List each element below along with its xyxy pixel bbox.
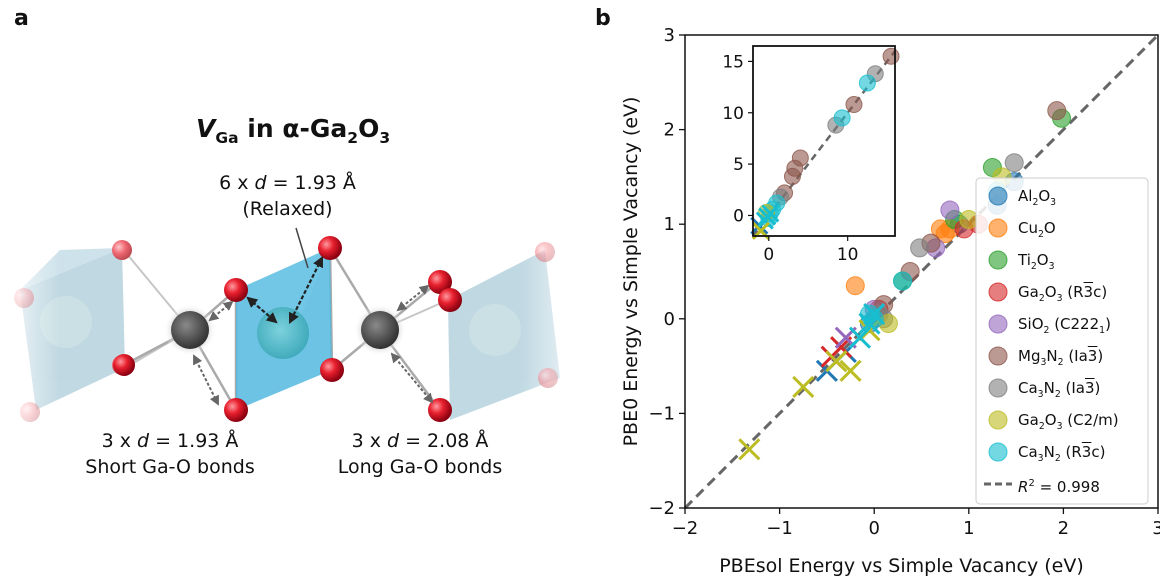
data-point bbox=[940, 200, 960, 220]
inset-y-tick-label: 15 bbox=[722, 52, 744, 72]
panel-b-letter: b bbox=[595, 6, 611, 31]
data-cross bbox=[738, 438, 761, 461]
legend-label: Ti2O3 bbox=[1018, 251, 1055, 272]
x-tick-label: 1 bbox=[963, 518, 974, 539]
legend-marker bbox=[988, 378, 1008, 398]
legend-label: Mg3N2 (Ia3) bbox=[1018, 347, 1104, 368]
panel-a-letter: a bbox=[14, 6, 29, 31]
legend-entry: Ca3N2 (R3c) bbox=[1018, 443, 1106, 464]
label-leader-line bbox=[295, 227, 309, 269]
y-tick-label: −1 bbox=[648, 403, 675, 424]
data-cross bbox=[839, 359, 862, 382]
x-tick-label: 0 bbox=[868, 518, 879, 539]
legend-label: Ca3N2 (Ia3) bbox=[1018, 379, 1101, 400]
legend-entry: Ga2O3 (R3c) bbox=[1018, 283, 1108, 304]
relaxed-label: 6 x d = 1.93 Å (Relaxed) bbox=[219, 172, 356, 220]
legend-label: Ga2O3 (R3c) bbox=[1018, 283, 1108, 304]
vga-title: VGa in α-Ga2O3 bbox=[196, 114, 391, 147]
legend-label: Ca3N2 (R3c) bbox=[1018, 443, 1106, 464]
inset-y-tick-label: 10 bbox=[722, 104, 744, 124]
x-tick-label: 3 bbox=[1152, 518, 1160, 539]
relaxed-distance-arrows bbox=[246, 256, 323, 324]
legend-entry-fit: R2 = 0.998 bbox=[1018, 478, 1100, 496]
ga-atom-left bbox=[171, 311, 209, 349]
crystal-structure-illustration bbox=[0, 227, 590, 430]
long-bonds-label: 3 x d = 2.08 Å Long Ga-O bonds bbox=[337, 430, 503, 478]
data-cross bbox=[863, 303, 886, 326]
legend-label: Cu2O bbox=[1018, 219, 1056, 240]
o-atom bbox=[113, 354, 135, 376]
o-atom bbox=[428, 270, 452, 294]
short-bonds-label: 3 x d = 1.93 Å Short Ga-O bonds bbox=[85, 430, 255, 478]
bond-distance-arrows bbox=[193, 284, 434, 406]
inset-data-point bbox=[783, 167, 801, 185]
legend-entry: SiO2 (C2221) bbox=[1018, 315, 1111, 336]
legend-marker bbox=[988, 442, 1008, 462]
inset-x-tick-label: 10 bbox=[837, 245, 859, 265]
data-point bbox=[910, 238, 930, 258]
legend-entry: Mg3N2 (Ia3) bbox=[1018, 347, 1104, 368]
ga-atom-right bbox=[361, 311, 399, 349]
inset-data-point bbox=[882, 47, 900, 65]
data-point bbox=[959, 209, 979, 229]
legend-marker bbox=[988, 282, 1008, 302]
inset-y-tick-label: 5 bbox=[733, 155, 744, 175]
data-cross bbox=[848, 326, 872, 349]
y-tick-label: −2 bbox=[648, 498, 675, 519]
data-point bbox=[1047, 101, 1067, 121]
legend-label: Al2O3 bbox=[1018, 187, 1057, 208]
inset-y-tick-label: 0 bbox=[733, 206, 744, 226]
legend-entry: Cu2O bbox=[1018, 219, 1056, 240]
inset-data-point bbox=[845, 96, 863, 114]
legend-marker bbox=[988, 186, 1008, 206]
o-atom bbox=[320, 358, 344, 382]
legend-marker bbox=[988, 410, 1008, 430]
x-tick-label: −1 bbox=[766, 518, 793, 539]
y-tick-label: 0 bbox=[664, 309, 675, 330]
fade-overlay bbox=[0, 230, 60, 430]
data-point bbox=[1004, 153, 1024, 173]
legend-entry: Ca3N2 (Ia3) bbox=[1018, 379, 1101, 400]
o-atom bbox=[224, 398, 248, 422]
legend-entry: Al2O3 bbox=[1018, 187, 1057, 208]
data-cross bbox=[825, 350, 848, 373]
legend-entry: Ga2O3 (C2/m) bbox=[1018, 411, 1119, 432]
fade-overlay bbox=[520, 230, 590, 430]
legend-entry: Ti2O3 bbox=[1018, 251, 1055, 272]
inset-x-tick-label: 0 bbox=[763, 245, 774, 265]
legend-marker bbox=[988, 218, 1008, 238]
y-tick-label: 2 bbox=[664, 120, 675, 141]
plot-frame bbox=[684, 34, 1159, 509]
o-atom bbox=[224, 278, 248, 302]
x-tick-label: −2 bbox=[672, 518, 699, 539]
legend-box bbox=[975, 177, 1149, 505]
inset-data-point bbox=[858, 74, 876, 92]
legend-marker bbox=[988, 346, 1008, 366]
data-point bbox=[845, 276, 865, 296]
inset-frame bbox=[752, 45, 896, 237]
data-cross bbox=[792, 375, 815, 398]
o-atom bbox=[318, 236, 342, 260]
x-tick-label: 2 bbox=[1058, 518, 1069, 539]
legend-marker bbox=[988, 250, 1008, 270]
y-axis-label: PBE0 Energy vs Simple Vacancy (eV) bbox=[620, 97, 642, 447]
data-point bbox=[893, 271, 913, 291]
legend-marker bbox=[988, 314, 1008, 334]
o-atom bbox=[428, 398, 452, 422]
inset-data-point bbox=[833, 109, 851, 127]
x-axis-label: PBEsol Energy vs Simple Vacancy (eV) bbox=[719, 555, 1084, 577]
y-tick-label: 1 bbox=[664, 214, 675, 235]
legend-label: Ga2O3 (C2/m) bbox=[1018, 411, 1119, 432]
inset-data-cross bbox=[761, 204, 780, 223]
o-atom bbox=[112, 240, 132, 260]
legend-label: SiO2 (C2221) bbox=[1018, 315, 1111, 336]
o-atom bbox=[438, 288, 462, 312]
y-tick-label: 3 bbox=[664, 25, 675, 46]
legend-label: R2 = 0.998 bbox=[1018, 478, 1100, 496]
